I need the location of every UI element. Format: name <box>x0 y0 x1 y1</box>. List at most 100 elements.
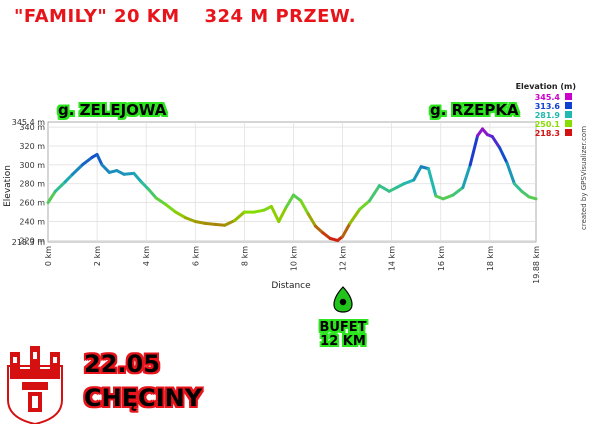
profile-segment <box>284 193 295 209</box>
profile-segment <box>71 163 84 176</box>
profile-segment <box>154 196 168 207</box>
x-axis-ticks: 0 km 2 km 4 km 6 km 8 km 10 km 12 km 14 km 16 km… <box>44 246 541 284</box>
profile-segment <box>341 221 352 239</box>
profile-segment <box>520 189 531 199</box>
profile-segment <box>490 135 502 150</box>
elevation-profile <box>46 127 538 242</box>
profile-segment <box>426 167 438 198</box>
x-tick-label: 14 km <box>388 246 397 271</box>
plot-frame <box>47 121 537 243</box>
town-crest <box>7 346 63 424</box>
y-tick-label: 240 m <box>19 218 45 227</box>
y-axis-title: Elevation <box>3 165 13 207</box>
profile-segment <box>193 220 207 225</box>
profile-segment <box>122 171 136 176</box>
profile-segment <box>377 184 391 193</box>
profile-segment <box>174 210 187 220</box>
legend-title: Elevation (m) <box>516 82 576 91</box>
legend-swatch <box>565 102 572 109</box>
chart-credit: created by GPSVisualizer.com <box>580 125 588 230</box>
profile-segment <box>527 195 538 201</box>
profile-segment <box>505 161 516 186</box>
profile-segment <box>451 186 465 197</box>
profile-segment <box>139 180 151 191</box>
x-tick-label: 2 km <box>93 246 102 266</box>
profile-segment <box>468 134 480 167</box>
profile-segment <box>147 187 158 200</box>
x-tick-label: 8 km <box>240 246 249 266</box>
profile-segment <box>277 205 288 224</box>
legend-value: 313.6 <box>535 102 561 111</box>
profile-segment <box>412 165 423 182</box>
profile-segment <box>80 155 94 167</box>
peak-label-zelejowa: g. ZELEJOWA <box>58 101 167 119</box>
profile-segment <box>233 210 246 223</box>
profile-segment <box>321 231 332 241</box>
x-axis-title: Distance <box>271 281 311 291</box>
x-tick-label: 4 km <box>142 246 151 266</box>
profile-segment <box>100 163 111 174</box>
profile-segment <box>164 203 178 214</box>
profile-segment <box>95 152 104 167</box>
x-tick-label: 0 km <box>44 246 53 266</box>
aid-station-distance: 12 KM <box>320 334 366 349</box>
y-tick-label: 220 m <box>19 236 45 245</box>
profile-segment <box>358 199 372 211</box>
legend-swatch <box>565 111 572 118</box>
profile-segment <box>132 171 143 184</box>
x-tick-label: 10 km <box>289 246 298 271</box>
legend-value: 345.4 <box>535 93 561 102</box>
profile-segment <box>46 189 57 205</box>
event-place: CHĘCINY <box>84 384 203 412</box>
headline: "FAMILY" 20 KM 324 M PRZEW. <box>14 6 374 27</box>
route-name: "FAMILY" 20 KM <box>14 6 180 27</box>
y-tick-label: 300 m <box>19 161 45 170</box>
legend-swatch <box>565 120 572 127</box>
profile-segment <box>269 204 281 224</box>
profile-segment <box>368 184 381 203</box>
profile-segment <box>223 219 237 227</box>
y-tick-label: 280 m <box>19 180 45 189</box>
event-date: 22.05 <box>84 350 160 378</box>
profile-segment <box>306 212 318 228</box>
y-tick-label: 260 m <box>19 199 45 208</box>
profile-segment <box>53 180 67 193</box>
aid-station-label: BUFET 12 KM <box>300 321 386 349</box>
profile-segment <box>402 178 416 186</box>
profile-segment <box>299 199 310 216</box>
y-tick-label: 345.4 m <box>12 118 45 127</box>
profile-segment <box>441 193 455 201</box>
y-tick-label: 320 m <box>19 142 45 151</box>
profile-segment <box>498 146 509 165</box>
x-tick-label: 12 km <box>339 246 348 271</box>
profile-segment <box>348 207 362 225</box>
profile-segment <box>291 193 303 203</box>
profile-segment <box>63 172 75 184</box>
legend-swatch <box>565 93 572 100</box>
profile-segment <box>461 163 472 190</box>
aid-station-title: BUFET <box>319 320 367 335</box>
profile-segment <box>512 182 524 193</box>
profile-segment <box>183 216 197 224</box>
x-tick-label: 18 km <box>486 246 495 271</box>
profile-segment <box>314 224 325 235</box>
profile-segment <box>213 222 227 227</box>
chart-grid <box>47 121 537 243</box>
y-tick-label: 340 m <box>19 123 45 132</box>
x-tick-label: 6 km <box>191 246 200 266</box>
aid-station-marker <box>333 286 353 313</box>
legend-swatch <box>565 129 572 136</box>
profile-segment <box>252 208 266 214</box>
legend-value: 250.1 <box>535 120 561 129</box>
peak-label-rzepka: g. RZEPKA <box>430 101 519 119</box>
elevation-gain: 324 M PRZEW. <box>204 6 357 27</box>
profile-segment <box>203 221 217 226</box>
x-tick-label: 16 km <box>437 246 446 271</box>
legend-value: 218.3 <box>535 129 560 138</box>
y-tick-label: 218.3 m <box>12 238 45 247</box>
legend-value: 281.9 <box>535 111 561 120</box>
x-tick-label: 19.88 km <box>532 246 541 284</box>
